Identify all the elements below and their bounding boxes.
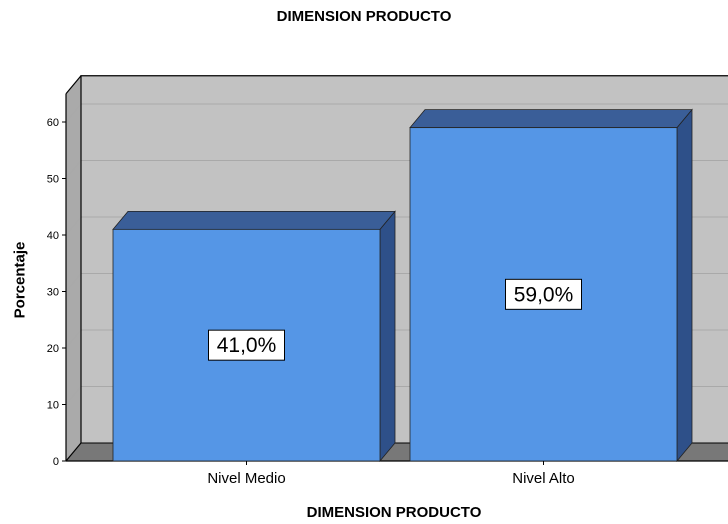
gridline-side <box>65 103 82 123</box>
y-tick-label: 0 <box>53 456 59 468</box>
plot-left-wall <box>66 75 81 461</box>
gridline-side <box>65 160 82 179</box>
bar-top <box>409 109 693 129</box>
y-tick-label: 10 <box>47 400 59 412</box>
bar-side <box>676 108 693 463</box>
x-tick-label: Nivel Medio <box>207 470 285 487</box>
y-tick-label: 60 <box>47 117 59 129</box>
bar-top <box>112 210 396 230</box>
y-tick-label: 40 <box>47 230 59 242</box>
gridline-side <box>65 273 82 292</box>
data-label: 59,0% <box>514 283 574 306</box>
gridline-side <box>65 216 82 236</box>
y-tick-label: 20 <box>47 343 59 355</box>
floor-left-edge <box>65 442 82 462</box>
gridline-side <box>65 386 82 405</box>
data-label-box <box>208 329 285 361</box>
chart-title: DIMENSION PRODUCTO <box>276 8 452 25</box>
bar-side <box>379 210 396 463</box>
x-tick-label: Nivel Alto <box>512 470 575 487</box>
y-tick-label: 50 <box>47 174 59 186</box>
plot-top-left-edge <box>65 75 82 95</box>
x-axis-title: DIMENSION PRODUCTO <box>306 504 482 521</box>
y-tick-label: 30 <box>47 287 59 299</box>
data-label-box <box>505 278 582 310</box>
gridline-side <box>65 329 82 349</box>
data-label: 41,0% <box>217 334 277 357</box>
